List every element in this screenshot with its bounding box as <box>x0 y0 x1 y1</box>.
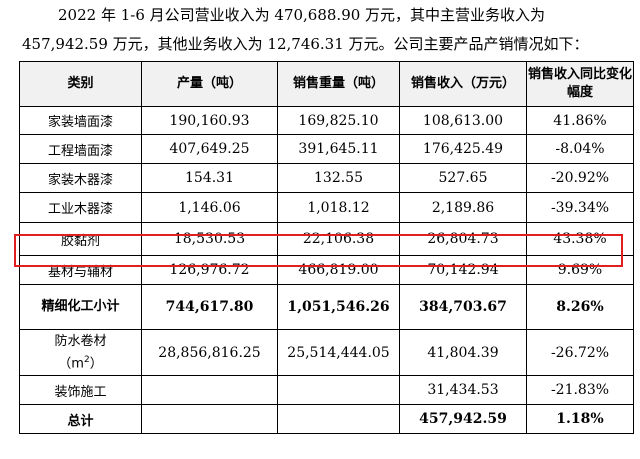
table-row-highlighted: 胶黏剂 18,530.53 22,106.38 26,804.73 43.38% <box>19 222 634 256</box>
row-revenue: 31,434.53 <box>399 375 527 405</box>
table-row: 家装墙面漆 190,160.93 169,825.10 108,613.00 4… <box>19 106 634 135</box>
row-sales-weight: 391,645.11 <box>277 134 400 164</box>
row-production: 407,649.25 <box>141 134 278 164</box>
row-category: 工程墙面漆 <box>19 134 142 164</box>
table-row: 家装木器漆 154.31 132.55 527.65 -20.92% <box>19 163 634 193</box>
row-change: -21.83% <box>526 375 634 405</box>
row-category: 精细化工小计 <box>19 284 142 330</box>
row-category-name: 防水卷材 <box>54 333 107 349</box>
table-row: 装饰施工 31,434.53 -21.83% <box>19 375 634 405</box>
row-production: 190,160.93 <box>141 106 278 135</box>
row-category: 家装墙面漆 <box>19 106 142 135</box>
row-category-unit: （m <box>58 356 84 372</box>
header-revenue: 销售收入（万元） <box>399 61 527 107</box>
row-sales-weight <box>277 375 400 405</box>
row-sales-weight: 22,106.38 <box>277 222 400 256</box>
header-category: 类别 <box>19 61 142 107</box>
row-category: 工业木器漆 <box>19 192 142 223</box>
row-category: 基材与辅材 <box>19 255 142 285</box>
row-category: 胶黏剂 <box>19 222 142 256</box>
row-production: 1,146.06 <box>141 192 278 223</box>
row-revenue: 70,142.94 <box>399 255 527 285</box>
table-row: 工业木器漆 1,146.06 1,018.12 2,189.86 -39.34% <box>19 192 634 223</box>
row-revenue: 176,425.49 <box>399 134 527 164</box>
row-sales-weight: 169,825.10 <box>277 106 400 135</box>
row-revenue: 108,613.00 <box>399 106 527 135</box>
row-change: -8.04% <box>526 134 634 164</box>
row-change: 8.26% <box>526 284 634 330</box>
table-header-row: 类别 产量（吨） 销售重量（吨） 销售收入（万元） 销售收入同比变化幅度 <box>19 61 634 107</box>
row-revenue: 527.65 <box>399 163 527 193</box>
row-change: -20.92% <box>526 163 634 193</box>
row-category-unit-sup: 2 <box>83 354 90 365</box>
row-change: 1.18% <box>526 404 634 434</box>
row-change: -26.72% <box>526 329 634 376</box>
intro-line-1: 2022 年 1-6 月公司营业收入为 470,688.90 万元，其中主营业务… <box>58 6 546 24</box>
table-row: 防水卷材 （m2） 28,856,816.25 25,514,444.05 41,… <box>19 329 634 376</box>
row-sales-weight: 25,514,444.05 <box>277 329 400 376</box>
row-production: 126,976.72 <box>141 255 278 285</box>
row-sales-weight: 1,018.12 <box>277 192 400 223</box>
row-sales-weight: 132.55 <box>277 163 400 193</box>
row-sales-weight: 1,051,546.26 <box>277 284 400 330</box>
table-row: 基材与辅材 126,976.72 466,819.00 70,142.94 9.… <box>19 255 634 285</box>
row-revenue: 2,189.86 <box>399 192 527 223</box>
row-change: 43.38% <box>526 222 634 256</box>
row-change: 9.69% <box>526 255 634 285</box>
row-production: 154.31 <box>141 163 278 193</box>
header-production: 产量（吨） <box>141 61 278 107</box>
header-change: 销售收入同比变化幅度 <box>526 61 634 107</box>
row-category: 防水卷材 （m2） <box>19 329 142 376</box>
row-category: 总计 <box>19 404 142 434</box>
row-revenue: 384,703.67 <box>399 284 527 330</box>
row-category: 家装木器漆 <box>19 163 142 193</box>
header-sales-weight: 销售重量（吨） <box>277 61 400 107</box>
row-production: 28,856,816.25 <box>141 329 278 376</box>
row-revenue: 26,804.73 <box>399 222 527 256</box>
row-revenue: 41,804.39 <box>399 329 527 376</box>
row-production: 744,617.80 <box>141 284 278 330</box>
row-production <box>141 404 278 434</box>
row-revenue: 457,942.59 <box>399 404 527 434</box>
intro-line-2: 457,942.59 万元，其他业务收入为 12,746.31 万元。公司主要产… <box>22 35 589 53</box>
row-change: 41.86% <box>526 106 634 135</box>
table-row-total: 总计 457,942.59 1.18% <box>19 404 634 434</box>
row-category: 装饰施工 <box>19 375 142 405</box>
row-production <box>141 375 278 405</box>
row-category-unit-close: ） <box>89 356 103 372</box>
product-sales-table: 类别 产量（吨） 销售重量（吨） 销售收入（万元） 销售收入同比变化幅度 家装墙… <box>19 61 634 434</box>
row-change: -39.34% <box>526 192 634 223</box>
row-production: 18,530.53 <box>141 222 278 256</box>
row-sales-weight: 466,819.00 <box>277 255 400 285</box>
table-row: 工程墙面漆 407,649.25 391,645.11 176,425.49 -… <box>19 134 634 164</box>
table-row-subtotal: 精细化工小计 744,617.80 1,051,546.26 384,703.6… <box>19 284 634 330</box>
row-sales-weight <box>277 404 400 434</box>
